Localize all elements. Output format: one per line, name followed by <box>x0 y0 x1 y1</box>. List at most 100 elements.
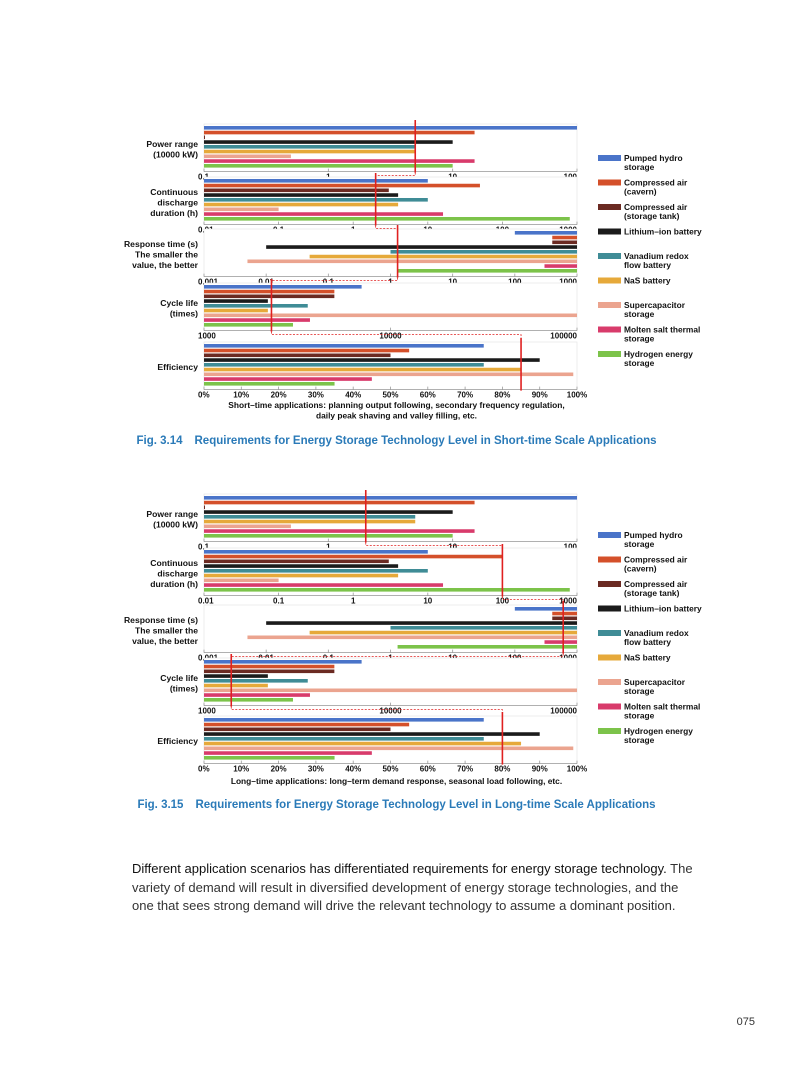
bar-hydrogen-energy-storage <box>204 382 335 386</box>
bar-compressed-air-storage-tank- <box>204 353 391 358</box>
x-tick-label: 20% <box>271 391 287 400</box>
x-tick-label: 80% <box>494 765 510 774</box>
x-tick-label: 10% <box>233 765 249 774</box>
legend-label: storage <box>624 735 655 745</box>
x-tick-label: 1 <box>326 543 331 552</box>
panel-label: Continuous <box>150 558 198 568</box>
legend-label: Lithium–ion battery <box>624 604 702 614</box>
panel-label: (10000 kW) <box>153 519 198 529</box>
requirement-connector <box>365 542 503 546</box>
bar-molten-salt-thermal-storage <box>204 377 372 381</box>
x-tick-label: 100% <box>567 391 587 400</box>
bar-molten-salt-thermal-storage <box>204 159 475 163</box>
bar-compressed-air-storage-tank- <box>204 669 335 674</box>
panel-label: Power range <box>146 509 198 519</box>
bar-nas-battery <box>204 683 268 688</box>
bar-supercapacitor-storage <box>204 154 291 159</box>
caption-number: Fig. 3.14 <box>136 435 183 447</box>
legend-swatch <box>598 532 621 538</box>
panel-label: (times) <box>170 308 198 318</box>
x-tick-label: 10000 <box>379 332 402 341</box>
bar-lithium-ion-battery <box>204 193 399 197</box>
legend-label: Lithium–ion battery <box>624 227 702 237</box>
bar-vanadium-redox-flow-battery <box>204 198 428 202</box>
x-tick-label: 1000 <box>198 332 216 341</box>
bar-nas-battery <box>204 308 268 313</box>
bar-molten-salt-thermal-storage <box>204 583 444 587</box>
bar-vanadium-redox-flow-battery <box>204 363 484 367</box>
panel-3: 1000 10000 100000 Cycle life(times) <box>160 653 578 716</box>
caption-title: Requirements for Energy Storage Technolo… <box>195 799 656 811</box>
legend-label: Supercapacitor <box>624 300 686 310</box>
panel-label: Efficiency <box>157 362 198 372</box>
panel-label: discharge <box>157 197 198 207</box>
x-tick-label: 0.01 <box>258 278 274 287</box>
bar-compressed-air-cavern- <box>552 235 577 240</box>
bar-lithium-ion-battery <box>204 140 453 144</box>
bar-compressed-air-cavern- <box>204 554 503 559</box>
x-tick-label: 1000 <box>559 278 577 287</box>
bar-nas-battery <box>309 630 577 635</box>
legend-swatch <box>598 703 621 710</box>
x-tick-label: 100000 <box>550 332 577 341</box>
x-tick-label: 60% <box>420 765 436 774</box>
legend-swatch <box>598 302 621 308</box>
x-tick-label: 10% <box>233 391 249 400</box>
x-tick-label: 1 <box>388 278 393 287</box>
panel-label: (10000 kW) <box>153 149 198 159</box>
bar-vanadium-redox-flow-battery <box>390 626 577 630</box>
legend-label: Hydrogen energy <box>624 726 693 736</box>
bar-vanadium-redox-flow-battery <box>204 679 308 683</box>
x-tick-label: 100 <box>564 543 578 552</box>
legend-label: storage <box>624 162 655 172</box>
bar-pumped-hydro-storage <box>204 344 484 348</box>
legend-swatch <box>598 204 621 210</box>
x-tick-label: 40% <box>345 391 361 400</box>
bar-hydrogen-energy-storage <box>397 645 577 649</box>
x-tick-label: 60% <box>420 391 436 400</box>
bar-vanadium-redox-flow-battery <box>204 737 484 741</box>
bar-compressed-air-cavern- <box>204 289 335 294</box>
bar-pumped-hydro-storage <box>514 231 577 235</box>
figure-3-15: 0.1 1 10 100 Power range (10000 kW) 0.01 0.1 1 10… <box>0 488 793 793</box>
bar-hydrogen-energy-storage <box>204 698 293 702</box>
bar-molten-salt-thermal-storage <box>204 212 444 216</box>
bar-compressed-air-cavern- <box>204 130 475 135</box>
legend-label: storage <box>624 358 655 368</box>
bar-vanadium-redox-flow-battery <box>204 569 428 573</box>
panel-label: Cycle life <box>160 673 198 683</box>
legend-swatch <box>598 351 621 357</box>
x-tick-label: 0% <box>198 765 210 774</box>
legend-label: Supercapacitor <box>624 677 686 687</box>
legend-label: storage <box>624 309 655 319</box>
bar-vanadium-redox-flow-battery <box>204 145 416 149</box>
requirement-connector <box>271 331 522 338</box>
bar-supercapacitor-storage <box>204 372 574 377</box>
bar-nas-battery <box>204 202 399 207</box>
legend-label: Pumped hydro <box>624 530 683 540</box>
x-tick-label: 90% <box>532 391 548 400</box>
x-tick-label: 10 <box>423 597 432 606</box>
bar-molten-salt-thermal-storage <box>204 529 475 533</box>
legend-label: Compressed air <box>624 178 688 188</box>
x-tick-label: 10 <box>448 543 457 552</box>
paragraph-first-sentence: Different application scenarios has diff… <box>132 861 667 876</box>
x-tick-label: 1 <box>351 597 356 606</box>
legend-label: storage <box>624 539 655 549</box>
x-tick-label: 100 <box>508 278 522 287</box>
bar-compressed-air-storage-tank- <box>204 727 391 732</box>
bar-pumped-hydro-storage <box>204 179 428 183</box>
bar-lithium-ion-battery <box>204 674 268 678</box>
caption-number: Fig. 3.15 <box>137 799 184 811</box>
legend-label: Molten salt thermal <box>624 702 700 712</box>
panel-label: Cycle life <box>160 298 198 308</box>
bar-molten-salt-thermal-storage <box>544 640 577 644</box>
legend-label: Vanadium redox <box>624 251 689 261</box>
legend-label: NaS battery <box>624 653 671 663</box>
x-tick-label: 10000 <box>379 707 402 716</box>
figure-3-15-caption: Fig. 3.15 Requirements for Energy Storage… <box>0 799 793 811</box>
panel-1: 0.010.11101001000Continuousdischargedura… <box>150 172 578 235</box>
